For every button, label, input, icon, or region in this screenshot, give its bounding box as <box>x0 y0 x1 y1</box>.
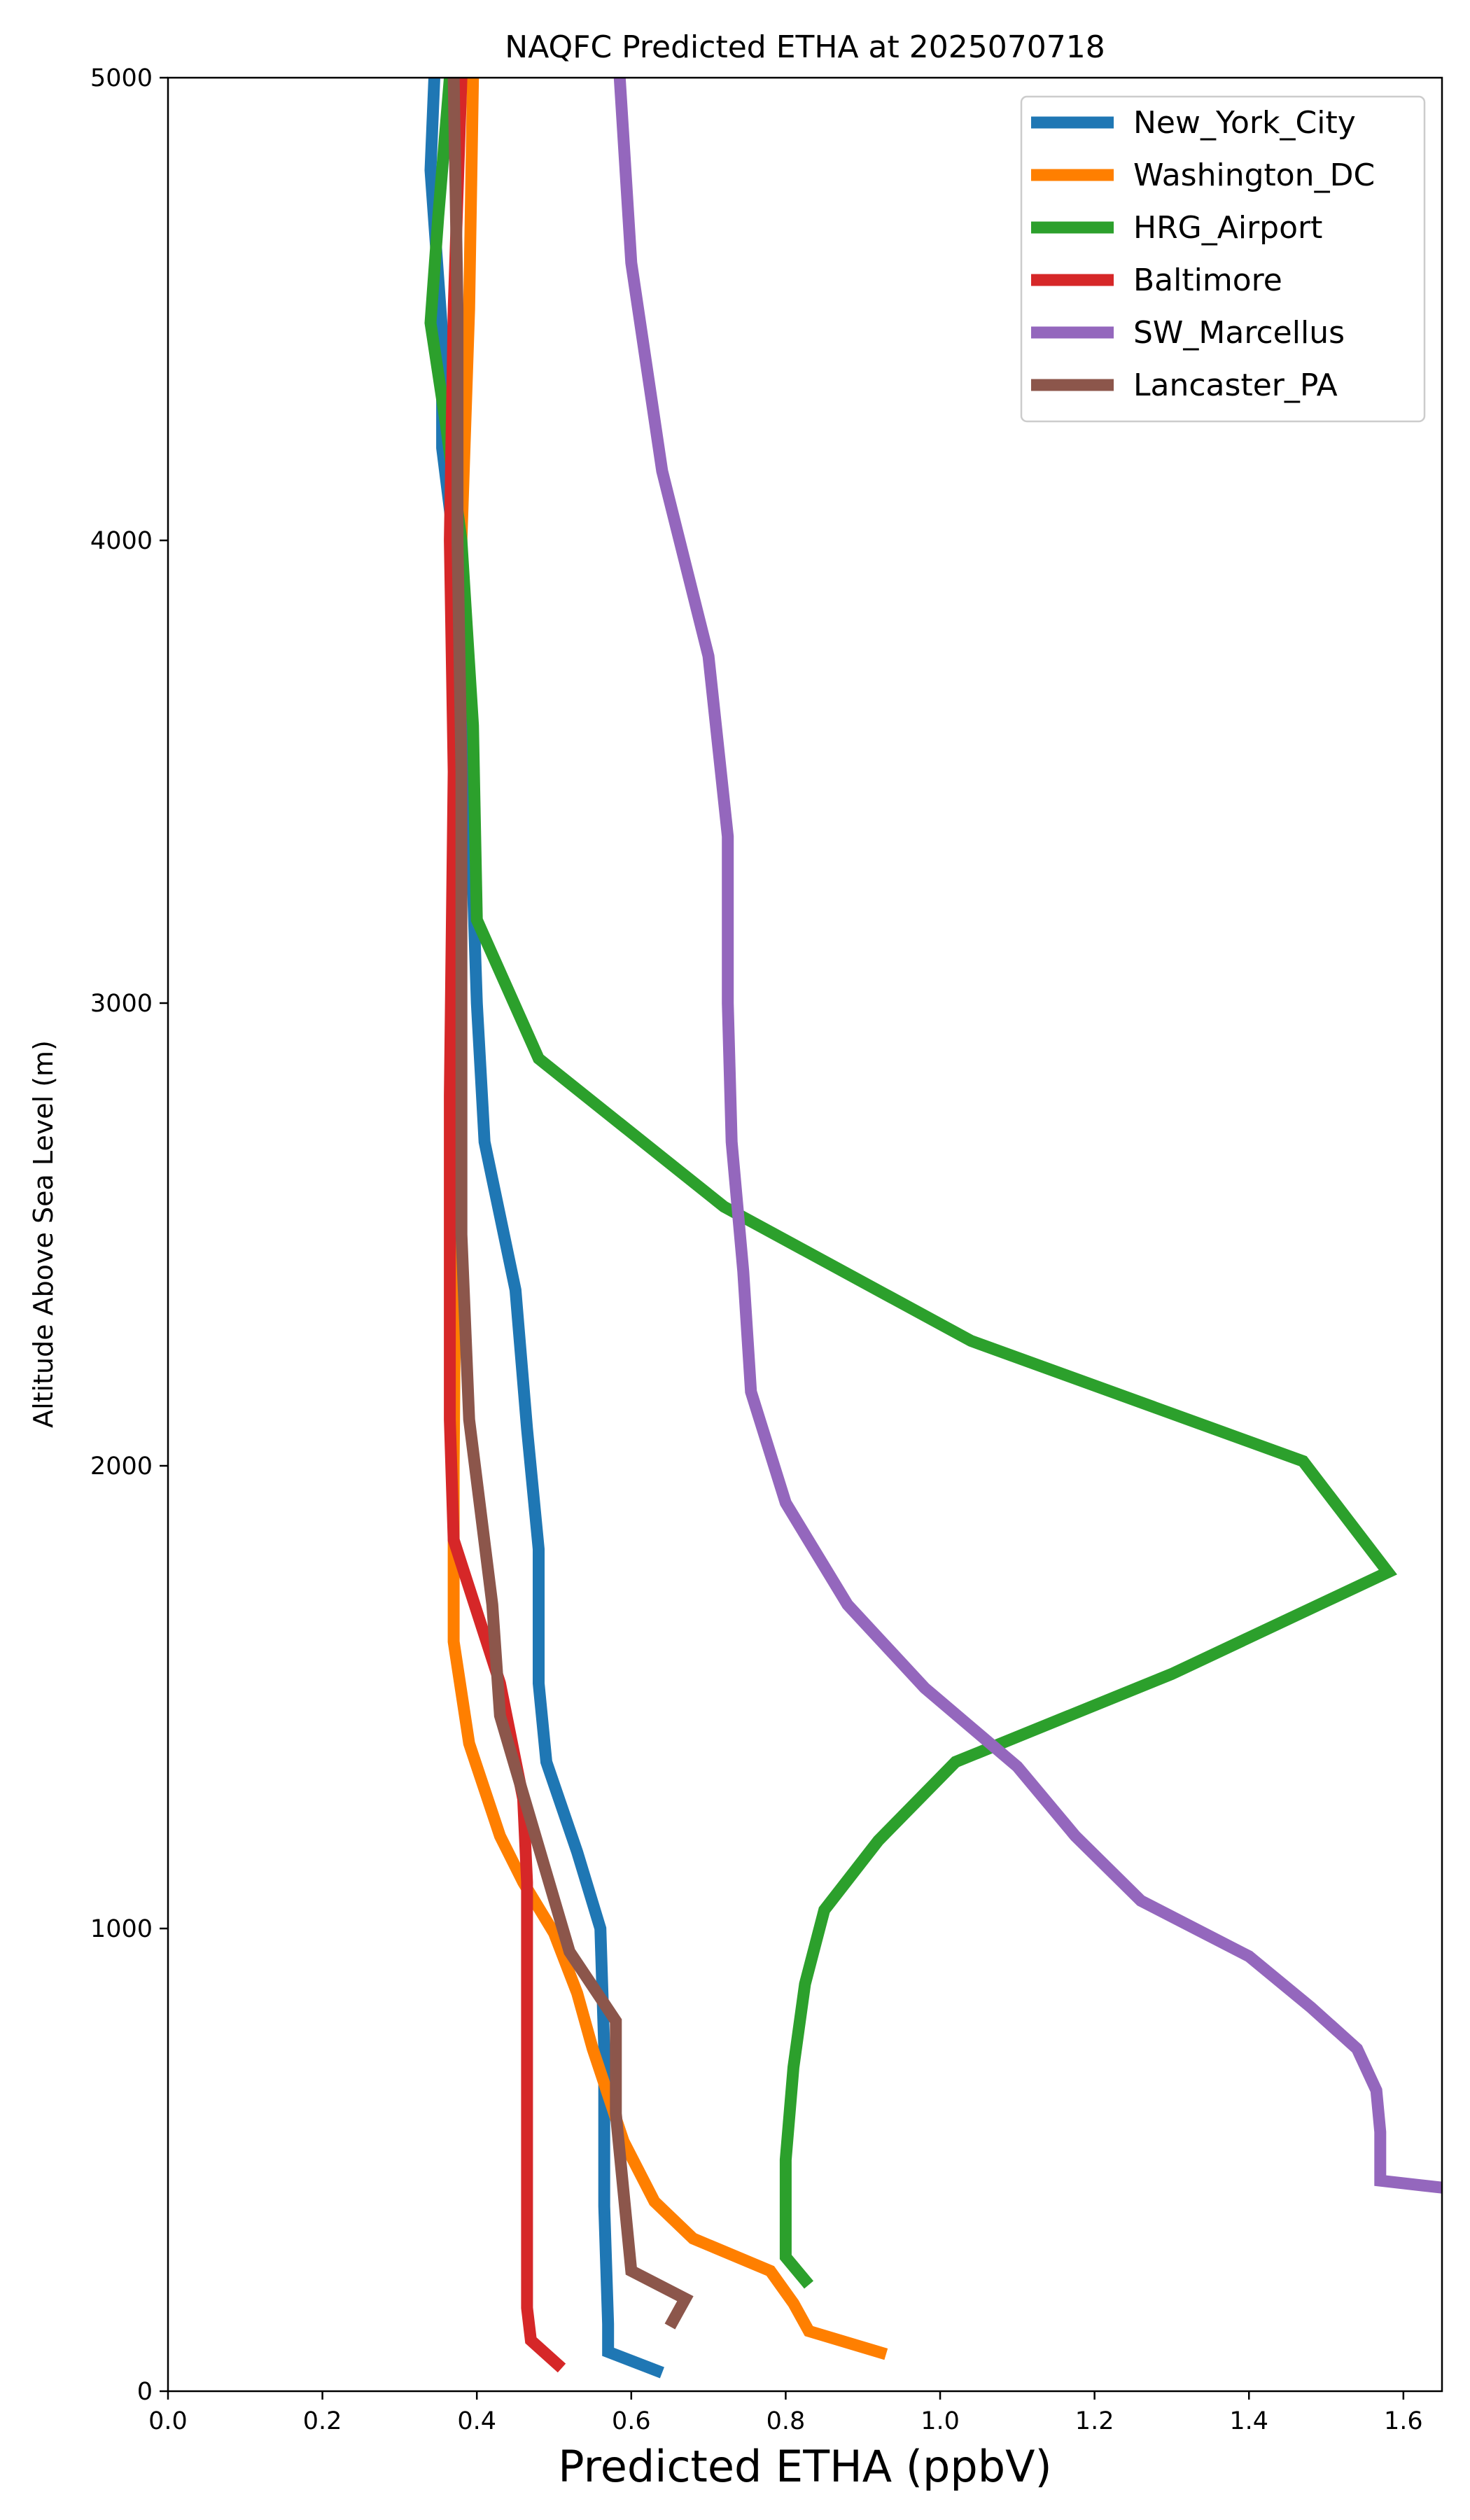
x-tick-label: 0.0 <box>148 2407 188 2435</box>
legend-box <box>1020 95 1426 423</box>
legend-label-baltimore: Baltimore <box>1133 262 1282 298</box>
x-tick-label: 1.2 <box>1075 2407 1114 2435</box>
y-tick-label: 2000 <box>90 1452 153 1480</box>
series-layer <box>424 78 1442 2379</box>
series-line-sw-marcellus <box>613 78 1442 2194</box>
series-line-new-york-city <box>424 78 664 2379</box>
x-tick-label: 0.8 <box>766 2407 806 2435</box>
y-tick-label: 0 <box>137 2378 153 2406</box>
legend-label-lancaster-pa: Lancaster_PA <box>1133 368 1338 403</box>
x-axis: 0.0 0.2 0.4 0.6 0.8 1.0 1.2 1.4 1.6 <box>148 2391 1423 2435</box>
legend-label-washington-dc: Washington_DC <box>1133 158 1375 193</box>
x-tick-label: 1.0 <box>920 2407 960 2435</box>
x-tick-label: 0.2 <box>303 2407 342 2435</box>
legend-label-new-york-city: New_York_City <box>1133 105 1356 141</box>
x-tick-label: 1.6 <box>1384 2407 1423 2435</box>
legend-label-sw-marcellus: SW_Marcellus <box>1133 315 1345 351</box>
legend: New_York_City Washington_DC HRG_Airport Bal… <box>1020 95 1426 423</box>
chart-title: NAQFC Predicted ETHA at 2025070718 <box>505 29 1105 65</box>
x-tick-label: 0.4 <box>457 2407 496 2435</box>
x-tick-label: 0.6 <box>612 2407 651 2435</box>
y-tick-label: 5000 <box>90 64 153 92</box>
y-tick-label: 1000 <box>90 1915 153 1943</box>
x-tick-label: 1.4 <box>1229 2407 1268 2435</box>
y-tick-label: 3000 <box>90 990 153 1018</box>
y-axis-label: Altitude Above Sea Level (m) <box>28 1040 59 1428</box>
y-axis: 0 1000 2000 3000 4000 5000 <box>90 64 168 2406</box>
x-axis-label: Predicted ETHA (ppbV) <box>558 2441 1051 2492</box>
y-tick-label: 4000 <box>90 527 153 555</box>
series-line-lancaster-pa <box>447 78 694 2330</box>
plot-area-frame <box>167 76 1443 2393</box>
legend-label-hrg-airport: HRG_Airport <box>1133 210 1322 246</box>
